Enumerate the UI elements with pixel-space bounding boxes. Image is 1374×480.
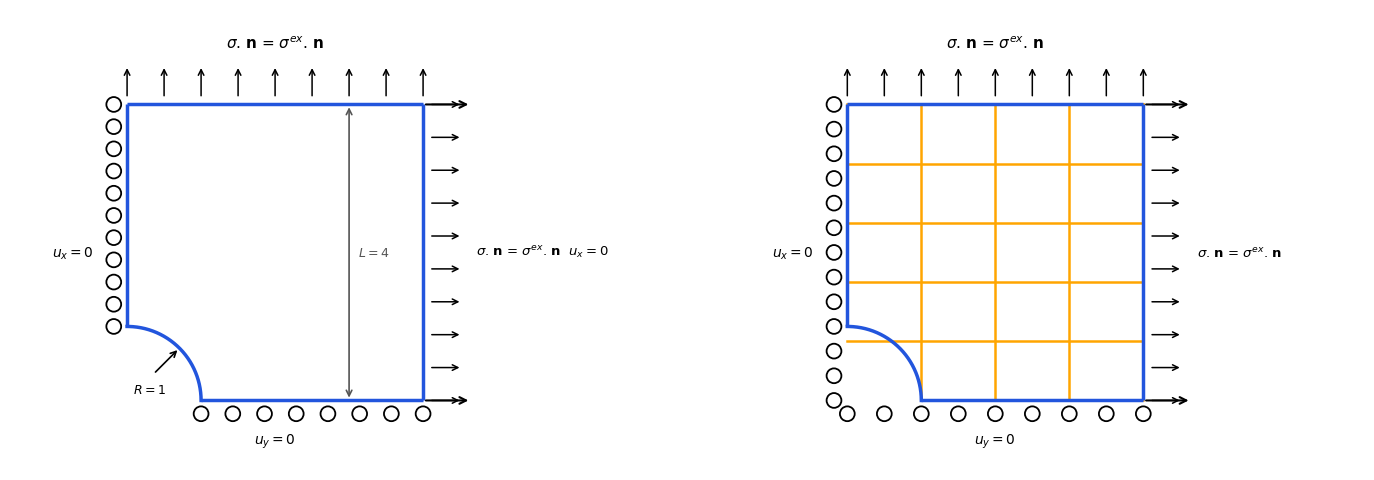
Text: $u_x = 0$: $u_x = 0$	[772, 245, 813, 261]
Circle shape	[827, 246, 841, 260]
Circle shape	[827, 295, 841, 310]
Circle shape	[106, 319, 121, 334]
Text: $u_y = 0$: $u_y = 0$	[254, 432, 295, 450]
Text: $\sigma$. $\mathbf{n}$ = $\sigma^{ex}$. $\mathbf{n}$: $\sigma$. $\mathbf{n}$ = $\sigma^{ex}$. …	[947, 36, 1044, 52]
Circle shape	[416, 407, 430, 421]
Circle shape	[827, 122, 841, 137]
Text: $u_y = 0$: $u_y = 0$	[974, 432, 1017, 450]
Circle shape	[106, 275, 121, 290]
Text: $\sigma$. $\mathbf{n}$ = $\sigma^{ex}$. $\mathbf{n}$  $u_x = 0$: $\sigma$. $\mathbf{n}$ = $\sigma^{ex}$. …	[477, 245, 609, 261]
Circle shape	[827, 147, 841, 162]
Text: $\sigma$. $\mathbf{n}$ = $\sigma^{ex}$. $\mathbf{n}$: $\sigma$. $\mathbf{n}$ = $\sigma^{ex}$. …	[1197, 246, 1282, 260]
Circle shape	[840, 407, 855, 421]
Circle shape	[827, 221, 841, 236]
Text: $\sigma$. $\mathbf{n}$ = $\sigma^{ex}$. $\mathbf{n}$: $\sigma$. $\mathbf{n}$ = $\sigma^{ex}$. …	[227, 36, 324, 52]
Circle shape	[827, 270, 841, 285]
Circle shape	[106, 186, 121, 201]
Text: $L = 4$: $L = 4$	[359, 246, 389, 259]
Circle shape	[827, 344, 841, 359]
Circle shape	[106, 98, 121, 113]
Circle shape	[827, 98, 841, 113]
Circle shape	[1136, 407, 1150, 421]
Circle shape	[827, 369, 841, 384]
Circle shape	[106, 253, 121, 268]
Circle shape	[106, 142, 121, 157]
Circle shape	[914, 407, 929, 421]
Circle shape	[320, 407, 335, 421]
Circle shape	[225, 407, 240, 421]
Circle shape	[383, 407, 398, 421]
Circle shape	[827, 196, 841, 211]
Circle shape	[877, 407, 892, 421]
Circle shape	[106, 231, 121, 246]
Circle shape	[194, 407, 209, 421]
Circle shape	[827, 319, 841, 334]
Circle shape	[106, 120, 121, 135]
Circle shape	[106, 297, 121, 312]
Circle shape	[827, 393, 841, 408]
Text: $u_x = 0$: $u_x = 0$	[52, 245, 93, 261]
Circle shape	[106, 164, 121, 179]
Circle shape	[352, 407, 367, 421]
Circle shape	[827, 172, 841, 186]
Circle shape	[257, 407, 272, 421]
Circle shape	[1062, 407, 1077, 421]
Circle shape	[289, 407, 304, 421]
Circle shape	[1099, 407, 1114, 421]
Circle shape	[1025, 407, 1040, 421]
Circle shape	[951, 407, 966, 421]
Circle shape	[988, 407, 1003, 421]
Circle shape	[106, 209, 121, 223]
Text: $R = 1$: $R = 1$	[133, 383, 166, 396]
